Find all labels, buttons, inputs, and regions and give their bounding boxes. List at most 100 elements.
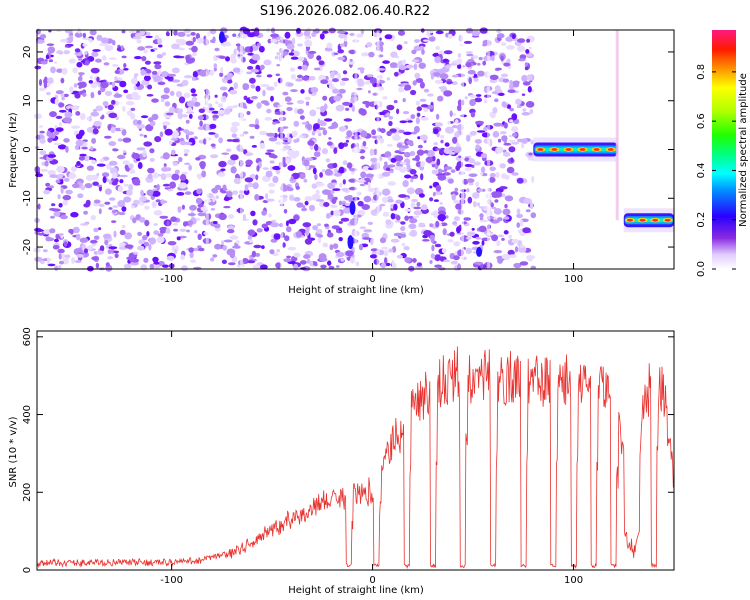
noise-blob [255,85,261,92]
noise-blob [114,253,119,259]
noise-blob [499,163,506,169]
noise-blob [177,112,184,120]
noise-blob [340,206,346,209]
noise-blob [284,96,292,102]
noise-blob [212,221,218,224]
noise-blob [47,77,54,84]
noise-blob [115,116,119,121]
noise-blob [122,105,126,112]
noise-blob [249,45,253,53]
noise-blob [74,92,81,99]
noise-blob [342,70,348,75]
noise-blob [65,105,74,110]
noise-blob [360,171,367,179]
noise-blob [296,202,304,208]
noise-blob [186,229,190,233]
noise-blob [265,170,273,178]
noise-blob [161,167,169,172]
noise-blob [298,135,304,139]
noise-blob [468,158,476,164]
tone-peak-max [551,148,558,151]
noise-blob [247,32,256,38]
noise-blob [223,108,231,115]
noise-blob [330,204,338,208]
noise-blob [496,28,502,34]
noise-blob [323,118,333,122]
noise-blob [229,251,235,259]
noise-blob [246,71,253,75]
noise-blob [399,161,407,165]
noise-blob [494,191,503,198]
noise-blob [60,93,65,98]
spectrogram-xlabel: Height of straight line (km) [288,285,424,296]
noise-blob [173,55,182,59]
noise-blob [454,187,459,192]
noise-blob [314,261,318,267]
noise-blob [191,76,196,81]
noise-blob [466,236,472,240]
noise-blob [103,233,112,239]
noise-blob [503,216,510,220]
noise-blob [392,246,397,253]
noise-blob [418,62,426,69]
noise-blob [50,215,55,219]
x-tick-label: -100 [160,274,183,285]
noise-blob [293,139,298,143]
noise-blob [332,188,341,192]
noise-blob [493,208,502,215]
snr-ylabel: SNR (10 * v/v) [8,416,19,487]
noise-blob [91,51,99,57]
noise-blob [96,250,105,255]
figure-title: S196.2026.082.06.40.R22 [260,4,430,19]
noise-blob [178,182,188,189]
noise-blob [182,221,188,227]
noise-blob [497,217,503,222]
noise-blob [45,236,51,242]
noise-blob [369,77,378,84]
noise-blob [223,197,230,201]
noise-blob [64,111,73,118]
noise-blob [85,202,91,206]
noise-blob [74,260,82,263]
noise-blob [411,49,417,55]
noise-blob [283,258,292,263]
noise-blob [247,260,256,264]
noise-blob [511,33,516,40]
noise-blob [342,160,348,166]
noise-blob [50,66,56,74]
noise-blob [471,227,475,231]
noise-blob [296,100,305,104]
y-tick-label: 0 [22,567,33,573]
noise-blob [322,30,329,34]
spectrogram-ylabel: Frequency (Hz) [8,112,19,188]
noise-blob [256,74,262,78]
noise-blob [47,137,53,143]
noise-blob [333,52,339,55]
noise-blob [295,231,303,238]
noise-blob [136,39,142,44]
noise-blob [417,136,421,140]
noise-blob [387,164,396,168]
noise-blob [370,238,374,246]
noise-blob [191,93,198,97]
noise-blob [401,242,406,247]
noise-blob [497,92,505,96]
noise-blob [96,163,106,167]
noise-blob [328,83,335,90]
noise-blob [74,48,81,53]
noise-blob [144,205,150,210]
noise-blob [153,75,161,82]
noise-blob [189,204,197,211]
noise-blob [398,147,405,152]
noise-blob [380,45,384,53]
noise-blob [276,63,281,67]
noise-blob [378,156,383,162]
noise-blob [165,173,173,178]
noise-blob [199,161,207,168]
noise-blob [404,174,412,179]
noise-blob [432,72,441,77]
noise-blob [131,77,138,85]
noise-blob [403,131,412,135]
noise-blob [151,113,159,121]
noise-blob [389,128,397,133]
